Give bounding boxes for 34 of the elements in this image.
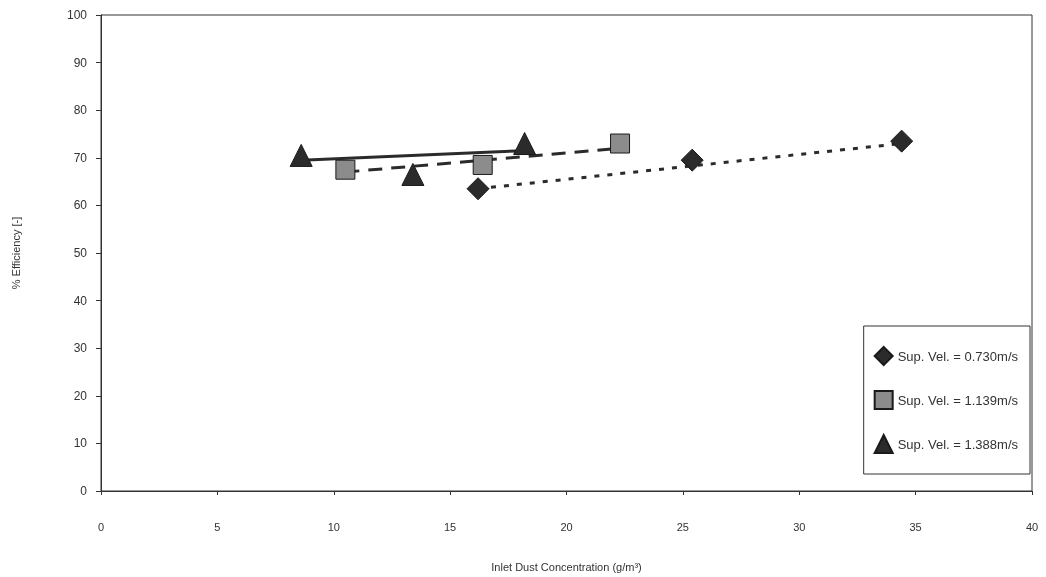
point — [610, 133, 631, 154]
y-tick-label: 50 — [73, 246, 88, 260]
x-tick-label: 5 — [214, 520, 221, 533]
x-axis-title: Inlet Dust Concentration (g/m³) — [491, 560, 642, 573]
x-tick-label: 15 — [444, 520, 457, 533]
x-tick-label: 40 — [1025, 520, 1039, 533]
point — [472, 154, 493, 175]
x-tick-label: 20 — [560, 520, 573, 533]
legend-label: Sup. Vel. = 1.139m/s — [897, 392, 1019, 408]
point — [401, 162, 425, 186]
point — [680, 148, 704, 172]
y-tick-label: 30 — [73, 341, 88, 356]
y-tick-label: 0 — [80, 484, 88, 498]
x-tick-label: 25 — [676, 520, 689, 533]
point — [289, 143, 313, 167]
y-tick-label: 80 — [73, 103, 88, 118]
legend-label: Sup. Vel. = 0.730m/s — [897, 348, 1019, 364]
y-tick-label: 40 — [73, 293, 88, 308]
y-axis-title: % Efficiency [-] — [9, 216, 22, 290]
x-tick-label: 30 — [793, 520, 806, 533]
y-tick-label: 10 — [73, 436, 88, 451]
x-tick-label: 0 — [97, 520, 105, 533]
legend-label: Sup. Vel. = 1.388m/s — [897, 436, 1019, 452]
y-tick-label: 60 — [73, 198, 88, 213]
point — [890, 129, 914, 153]
y-tick-label: 90 — [73, 55, 88, 70]
y-tick-label: 70 — [73, 150, 88, 165]
point — [466, 177, 490, 201]
y-tick-label: 20 — [73, 388, 88, 403]
x-tick-label: 35 — [909, 520, 922, 533]
y-tick-label: 100 — [66, 8, 88, 22]
point — [513, 132, 537, 156]
point — [335, 159, 356, 180]
x-tick-label: 10 — [327, 520, 340, 533]
